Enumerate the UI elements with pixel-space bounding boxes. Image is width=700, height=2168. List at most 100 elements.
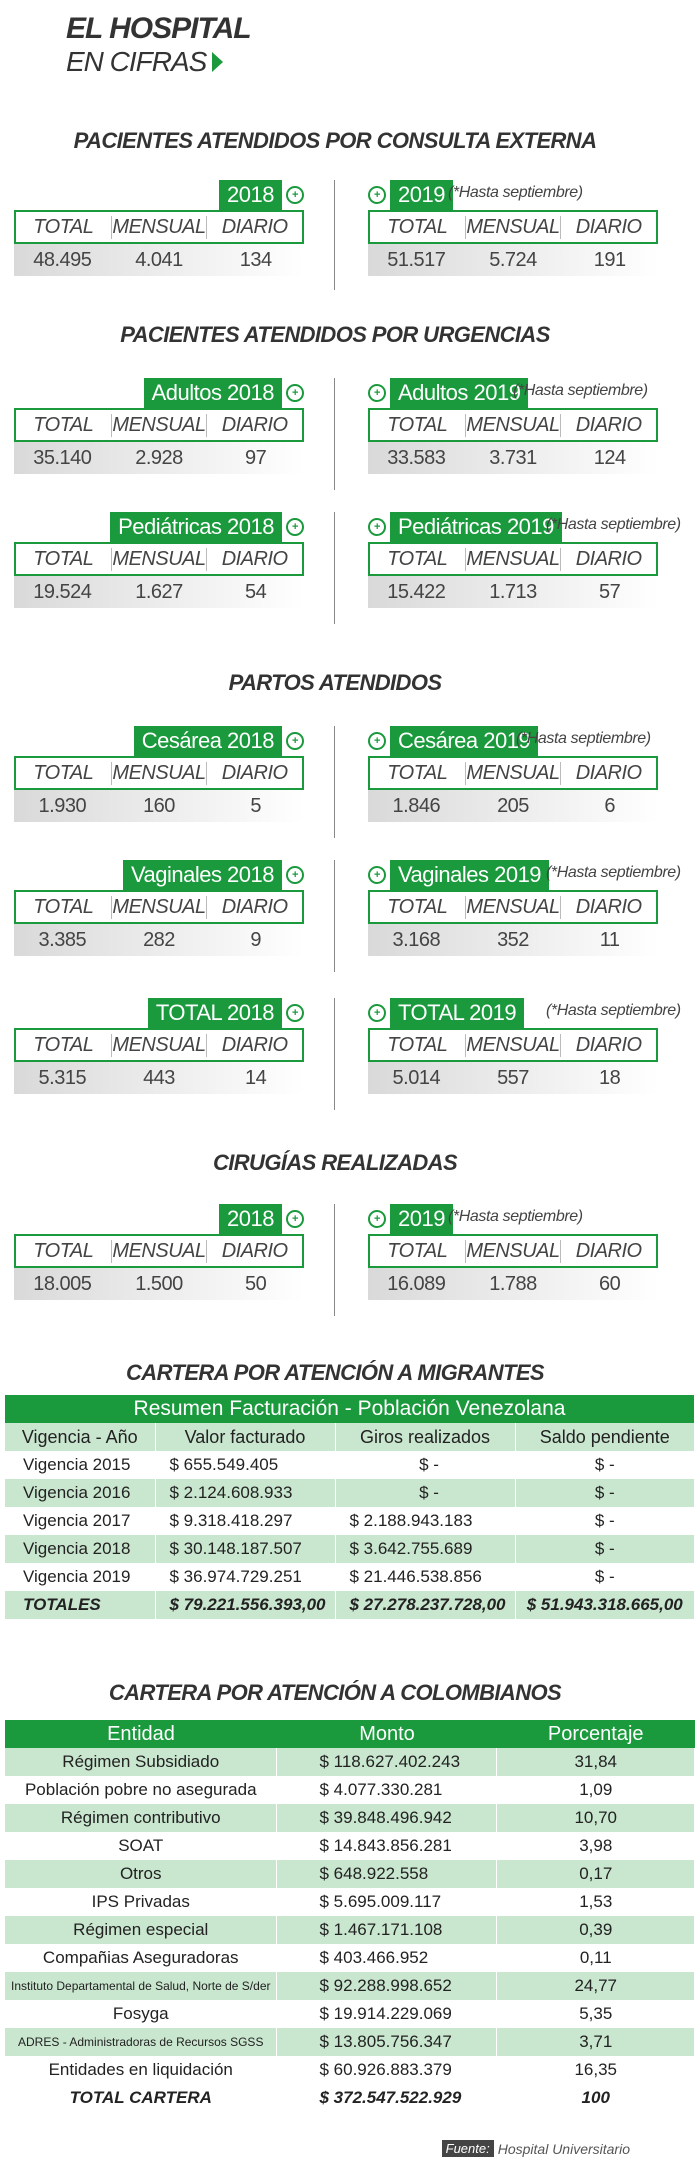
col-header-total: TOTAL: [16, 547, 112, 571]
year-tag-label: 2019: [398, 1206, 445, 1231]
col-header-diario: DIARIO: [575, 1033, 642, 1056]
total-cell: $ 27.278.237.728,00: [335, 1591, 516, 1619]
year-tag: TOTAL 2018 +: [147, 998, 304, 1028]
table-cell: $ 2.124.608.933: [155, 1479, 336, 1507]
values-row: 51.517 5.724 191: [368, 244, 658, 276]
year-tag-label: Cesárea 2019: [398, 728, 531, 753]
value-mensual: 3.731: [489, 446, 537, 469]
values-row: 18.005 1.500 50: [14, 1268, 304, 1300]
values-row: 16.089 1.788 60: [368, 1268, 658, 1300]
value-total: 51.517: [387, 248, 446, 271]
total-cell: TOTALES: [5, 1591, 156, 1619]
stat-block: Adultos 2019 + (*Hasta septiembre) TOTAL MEN…: [368, 378, 658, 474]
table-row: SOAT $ 14.843.856.281 3,98: [5, 1832, 695, 1860]
value-diario: 191: [593, 248, 626, 271]
value-diario: 5: [250, 794, 261, 817]
value-total: 19.524: [33, 580, 92, 603]
col-header-total: TOTAL: [16, 1239, 112, 1263]
value-total: 18.005: [33, 1272, 92, 1295]
table-cell: $ 9.318.418.297: [155, 1507, 336, 1535]
value-diario: 11: [599, 928, 620, 951]
year-tag: 2019 +: [368, 1204, 453, 1234]
note-hasta-septiembre: (*Hasta septiembre): [546, 1002, 681, 1019]
values-row: 48.495 4.041 134: [14, 244, 304, 276]
table-cell: $ 5.695.009.117: [276, 1888, 498, 1916]
year-tag: Vaginales 2019 +: [368, 860, 550, 890]
year-tag-label: 2018: [227, 182, 274, 207]
plus-circle-icon: +: [286, 732, 304, 750]
table-cell: $ 655.549.405: [155, 1451, 336, 1479]
column-headers: TOTAL MENSUAL DIARIO: [14, 1234, 304, 1268]
values-row: 5.315 443 14: [14, 1062, 304, 1094]
divider: [334, 860, 335, 972]
page-header: EL HOSPITAL EN CIFRAS: [66, 12, 252, 78]
value-mensual: 1.788: [489, 1272, 537, 1295]
table-row: Instituto Departamental de Salud, Norte …: [5, 1972, 695, 2000]
column-headers: TOTAL MENSUAL DIARIO: [14, 890, 304, 924]
value-diario: 9: [250, 928, 261, 951]
table-row: Régimen especial $ 1.467.171.108 0,39: [5, 1916, 695, 1944]
total-cell: TOTAL CARTERA: [5, 2084, 278, 2112]
table-row: Otros $ 648.922.558 0,17: [5, 1860, 695, 1888]
value-total: 1.930: [38, 794, 87, 817]
stat-block: Cesárea 2018 + TOTAL MENSUAL DIARIO 1.930 160 5: [14, 726, 304, 822]
value-total: 1.846: [392, 794, 441, 817]
col-header-mensual: MENSUAL: [112, 1239, 208, 1263]
col-header-diario: DIARIO: [575, 547, 642, 570]
year-tag: Adultos 2019 +: [368, 378, 529, 408]
table-header-cell: Vigencia - Año: [5, 1423, 156, 1451]
year-tag-label: Pediátricas 2019: [398, 514, 554, 539]
note-hasta-septiembre: (*Hasta septiembre): [546, 864, 681, 881]
table-cell: 24,77: [496, 1972, 695, 2000]
value-mensual: 2.928: [135, 446, 183, 469]
table-row: Vigencia 2016 $ 2.124.608.933 $ - $ -: [5, 1479, 695, 1507]
col-header-total: TOTAL: [16, 761, 112, 785]
value-total: 15.422: [387, 580, 446, 603]
table-row: Régimen contributivo $ 39.848.496.942 10,7…: [5, 1804, 695, 1832]
table-cell: $ 1.467.171.108: [276, 1916, 498, 1944]
table-cell: 3,98: [496, 1832, 695, 1860]
year-tag: 2019 +: [368, 180, 453, 210]
table-cell: Compañias Aseguradoras: [5, 1944, 278, 1972]
table-header-row: Vigencia - Año Valor facturado Giros reali…: [5, 1423, 695, 1451]
column-headers: TOTAL MENSUAL DIARIO: [368, 1028, 658, 1062]
table-cell: $ 13.805.756.347: [276, 2028, 498, 2056]
table-cell: Régimen contributivo: [5, 1804, 278, 1832]
plus-circle-icon: +: [286, 1004, 304, 1022]
col-header-diario: DIARIO: [221, 895, 288, 918]
table-cell: 1,09: [496, 1776, 695, 1804]
plus-circle-icon: +: [368, 732, 386, 750]
col-header-diario: DIARIO: [221, 761, 288, 784]
values-row: 5.014 557 18: [368, 1062, 658, 1094]
table-cell: $ 21.446.538.856: [335, 1563, 516, 1591]
table-header-cell: Entidad: [5, 1720, 277, 1748]
value-mensual: 1.500: [135, 1272, 183, 1295]
value-mensual: 557: [497, 1066, 529, 1089]
values-row: 3.168 352 11: [368, 924, 658, 956]
divider: [334, 726, 335, 838]
table-header-cell: Porcentaje: [496, 1720, 695, 1748]
col-header-diario: DIARIO: [575, 215, 642, 238]
value-mensual: 352: [497, 928, 529, 951]
table-cell: 31,84: [496, 1748, 695, 1776]
table-row: ADRES - Administradoras de Recursos SGSS…: [5, 2028, 695, 2056]
col-header-mensual: MENSUAL: [112, 895, 208, 919]
table-row: Régimen Subsidiado $ 118.627.402.243 31,84: [5, 1748, 695, 1776]
note-hasta-septiembre: (*Hasta septiembre): [546, 516, 681, 533]
col-header-mensual: MENSUAL: [112, 1033, 208, 1057]
value-mensual: 1.713: [489, 580, 537, 603]
table-cell: 0,39: [496, 1916, 695, 1944]
year-tag-label: Adultos 2019: [398, 380, 521, 405]
migrantes-table-title: Resumen Facturación - Población Venezola…: [5, 1395, 695, 1423]
column-headers: TOTAL MENSUAL DIARIO: [368, 210, 658, 244]
year-tag: Cesárea 2018 +: [133, 726, 304, 756]
stat-block: Pediátricas 2019 + (*Hasta septiembre) TOTA…: [368, 512, 681, 608]
value-total: 5.315: [38, 1066, 87, 1089]
table-header-cell: Valor facturado: [155, 1423, 336, 1451]
value-diario: 50: [245, 1272, 267, 1295]
table-cell: Régimen Subsidiado: [5, 1748, 278, 1776]
table-row: Entidades en liquidación $ 60.926.883.379…: [5, 2056, 695, 2084]
year-tag: Vaginales 2018 +: [122, 860, 304, 890]
col-header-mensual: MENSUAL: [112, 761, 208, 785]
col-header-total: TOTAL: [370, 1239, 466, 1263]
